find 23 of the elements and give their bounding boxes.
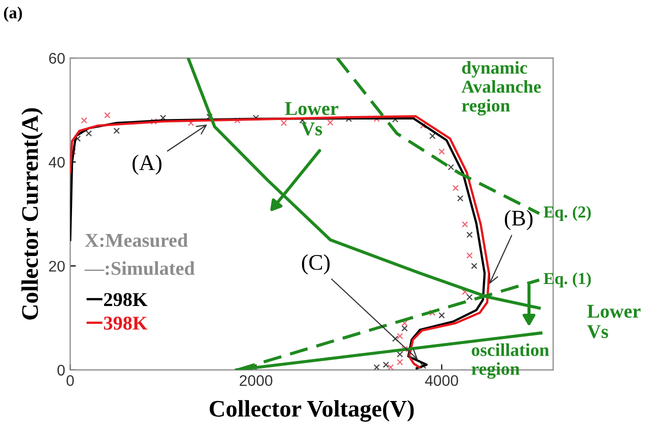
annotation: (B): [504, 210, 533, 230]
y-tick-label: 20: [49, 260, 65, 272]
x-tick-label: 4000: [425, 375, 458, 386]
x-tick-label: 0: [66, 375, 74, 386]
legend-label: 398K: [104, 316, 148, 330]
x-axis-title: Collector Voltage(V): [210, 400, 414, 422]
y-axis-title: Collector Current(A): [21, 108, 43, 320]
annotation: dynamic Avalanche region: [462, 61, 541, 116]
x-tick-label: 2000: [240, 375, 272, 386]
series-label: Eq. (2): [544, 206, 591, 222]
annotation: oscillation region: [472, 343, 550, 379]
y-tick-label: 40: [48, 156, 65, 168]
legend-label: 298K: [104, 293, 148, 306]
chart-title: (a): [4, 6, 22, 22]
annotation: (C): [302, 254, 330, 274]
annotation: Lower Vs: [285, 102, 338, 136]
text: Lower Vs: [587, 304, 641, 338]
annotation: —:Simulated: [84, 261, 195, 276]
annotation: (A): [132, 154, 162, 175]
y-tick-label: 0: [57, 364, 65, 376]
annotation: X:Measured: [85, 233, 188, 247]
series-label: Eq. (1): [544, 272, 591, 288]
y-tick-label: 60: [49, 52, 65, 64]
